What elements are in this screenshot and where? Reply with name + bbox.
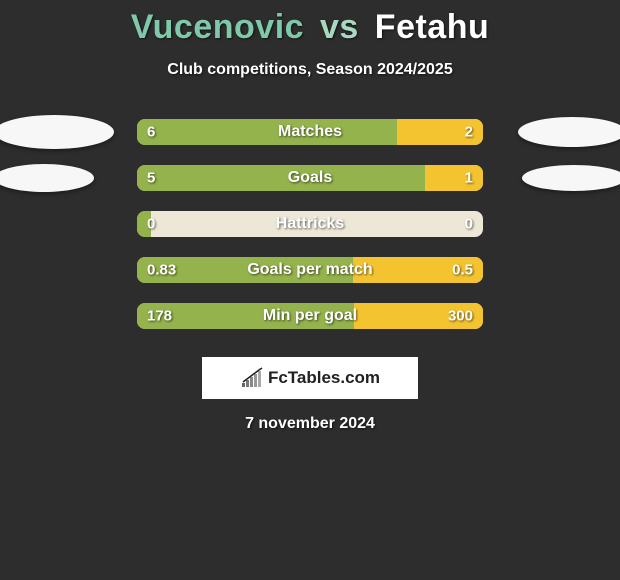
bar-fill-left [137,165,425,191]
title-player-2: Fetahu [375,8,489,46]
stat-value-left: 6 [147,124,155,141]
stat-bar: 178 300 Min per goal [137,303,483,329]
stats-container: 6 2 Matches 5 1 Goals 0 0 Hattricks 0.83 0.5 Goals … [0,109,620,339]
stat-label: Hattricks [276,215,344,233]
stat-bar: 6 2 Matches [137,119,483,145]
stat-bar: 5 1 Goals [137,165,483,191]
stat-value-left: 178 [147,308,172,325]
stat-value-right: 0.5 [452,262,473,279]
bar-fill-right [425,165,483,191]
avatar [0,164,94,192]
brand-chart-icon [240,367,266,389]
stat-row: 0 0 Hattricks [0,201,620,247]
stat-label: Min per goal [263,307,357,325]
stat-value-right: 1 [465,170,473,187]
bar-fill-left [137,119,397,145]
stat-value-left: 0.83 [147,262,176,279]
title-vs: vs [320,8,359,46]
avatar [522,165,620,191]
stat-value-right: 300 [448,308,473,325]
avatar [0,115,114,149]
title-player-1: Vucenovic [131,8,304,46]
avatar [518,117,620,147]
stat-row: 0.83 0.5 Goals per match [0,247,620,293]
stat-row: 6 2 Matches [0,109,620,155]
stat-value-right: 2 [465,124,473,141]
brand-box[interactable]: FcTables.com [202,357,418,399]
stat-value-right: 0 [465,216,473,233]
stat-bar: 0.83 0.5 Goals per match [137,257,483,283]
subtitle: Club competitions, Season 2024/2025 [0,61,620,79]
stat-value-left: 0 [147,216,155,233]
stat-label: Goals per match [247,261,372,279]
stat-row: 178 300 Min per goal [0,293,620,339]
stat-bar: 0 0 Hattricks [137,211,483,237]
stat-value-left: 5 [147,170,155,187]
brand-text: FcTables.com [268,368,380,388]
stat-row: 5 1 Goals [0,155,620,201]
stat-label: Matches [278,123,342,141]
date: 7 november 2024 [0,415,620,433]
stat-label: Goals [288,169,332,187]
page-title: Vucenovic vs Fetahu [0,0,620,47]
